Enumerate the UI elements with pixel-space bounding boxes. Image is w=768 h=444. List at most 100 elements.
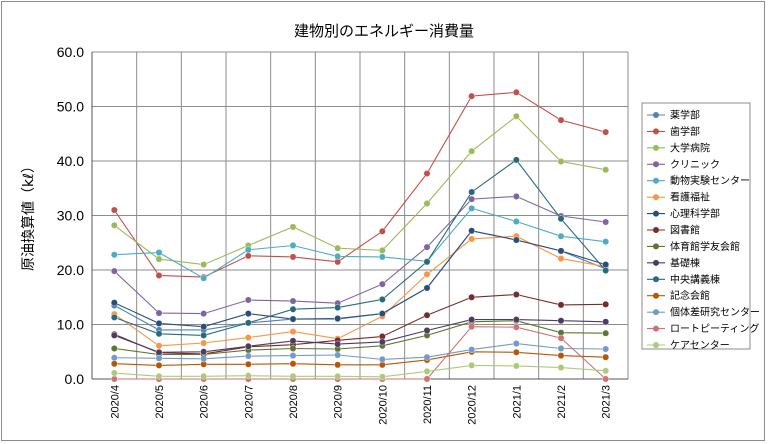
data-point bbox=[155, 309, 163, 317]
data-point bbox=[512, 316, 520, 323]
y-tick-labels: 0.0 10.0 20.0 30.0 40.0 50.0 60.0 bbox=[57, 44, 84, 387]
data-point bbox=[378, 253, 386, 261]
series-基礎棟 bbox=[110, 316, 610, 356]
data-point bbox=[468, 205, 476, 212]
x-tick-label: 2020/9 bbox=[333, 385, 345, 419]
data-point bbox=[423, 327, 431, 334]
series-心理科学部 bbox=[110, 227, 610, 331]
legend-label: 心理科学部 bbox=[670, 207, 720, 220]
y-tick-label: 20.0 bbox=[57, 262, 84, 278]
data-point bbox=[155, 330, 163, 338]
legend-item: 大学病院 bbox=[647, 141, 710, 154]
data-point bbox=[423, 270, 431, 278]
data-point bbox=[110, 375, 118, 383]
y-tick-label: 30.0 bbox=[57, 208, 84, 224]
data-point bbox=[289, 223, 297, 231]
data-point bbox=[289, 242, 297, 249]
data-point bbox=[602, 267, 610, 274]
data-point bbox=[334, 244, 342, 252]
data-point bbox=[155, 342, 163, 350]
data-point bbox=[244, 372, 252, 380]
data-point bbox=[602, 238, 610, 246]
x-tick-label: 2020/4 bbox=[109, 385, 121, 419]
data-point bbox=[334, 372, 342, 380]
y-axis-label: 原油換算値（kℓ） bbox=[21, 159, 37, 271]
legend-item: 基礎棟 bbox=[647, 256, 700, 269]
legend-marker bbox=[653, 309, 659, 316]
legend-item: クリニック bbox=[647, 159, 720, 171]
legend-label: 個体差研究センター bbox=[670, 306, 760, 319]
y-tick-label: 0.0 bbox=[65, 371, 85, 387]
data-point bbox=[110, 314, 118, 321]
legend: 薬学部歯学部大学病院クリニック動物実験センター看護福祉心理科学部図書館体育館学友… bbox=[641, 102, 760, 352]
data-point bbox=[602, 318, 610, 326]
data-point bbox=[155, 272, 163, 279]
data-point bbox=[244, 342, 252, 350]
data-point bbox=[602, 300, 610, 308]
x-tick-label: 2020/7 bbox=[243, 385, 255, 419]
series-line bbox=[114, 207, 606, 279]
series-line bbox=[114, 351, 606, 366]
data-point bbox=[512, 291, 520, 298]
legend-item: 薬学部 bbox=[647, 109, 700, 122]
legend-label: 中央講義棟 bbox=[670, 273, 720, 286]
data-point bbox=[602, 367, 610, 375]
data-point bbox=[378, 280, 386, 288]
data-point bbox=[378, 355, 386, 363]
series-line bbox=[114, 230, 606, 328]
data-point bbox=[289, 305, 297, 313]
data-point bbox=[557, 116, 565, 124]
data-point bbox=[557, 215, 565, 223]
legend-label: ロートピーティング bbox=[670, 322, 759, 335]
data-point bbox=[423, 311, 431, 319]
data-point bbox=[110, 251, 118, 259]
series-line bbox=[113, 91, 606, 278]
data-point bbox=[557, 345, 565, 352]
y-tick-label: 50.0 bbox=[57, 99, 84, 115]
data-point bbox=[423, 258, 431, 266]
data-point bbox=[468, 293, 476, 301]
data-point bbox=[468, 195, 476, 203]
series-line bbox=[114, 320, 606, 356]
data-point bbox=[155, 348, 163, 356]
y-tick-label: 10.0 bbox=[57, 317, 84, 333]
x-tick-label: 2021/3 bbox=[601, 385, 613, 419]
data-point bbox=[334, 252, 342, 260]
data-point bbox=[155, 372, 163, 380]
chart-title: 建物別のエネルギー消費量 bbox=[294, 22, 474, 40]
data-point bbox=[200, 331, 208, 339]
data-point bbox=[334, 351, 342, 359]
data-point bbox=[602, 261, 610, 268]
data-point bbox=[423, 353, 431, 361]
series-line bbox=[114, 364, 606, 378]
data-point bbox=[155, 354, 163, 362]
data-point bbox=[557, 232, 565, 240]
series-大学病院 bbox=[110, 112, 610, 268]
data-point bbox=[512, 340, 520, 347]
data-point bbox=[244, 246, 252, 254]
data-point bbox=[602, 128, 610, 136]
data-point bbox=[557, 317, 565, 325]
data-point bbox=[110, 354, 118, 362]
data-point bbox=[244, 352, 252, 360]
data-point bbox=[602, 345, 610, 353]
y-tick-label: 60.0 bbox=[57, 44, 84, 60]
data-point bbox=[200, 355, 208, 363]
series-中央講義棟 bbox=[110, 156, 610, 339]
legend-label: 記念会館 bbox=[670, 289, 710, 302]
data-point bbox=[200, 348, 208, 356]
x-tick-label: 2021/2 bbox=[556, 385, 568, 419]
data-point bbox=[468, 188, 476, 196]
legend-label: 歯学部 bbox=[670, 125, 700, 138]
data-point bbox=[110, 369, 118, 377]
data-point bbox=[602, 166, 610, 174]
legend-marker bbox=[653, 292, 659, 299]
data-point bbox=[244, 334, 252, 341]
data-point bbox=[468, 316, 476, 323]
data-point bbox=[602, 375, 610, 383]
data-point bbox=[423, 243, 431, 251]
data-point bbox=[110, 299, 118, 307]
legend-marker bbox=[653, 144, 659, 151]
data-point bbox=[378, 246, 386, 254]
data-point bbox=[334, 315, 342, 322]
